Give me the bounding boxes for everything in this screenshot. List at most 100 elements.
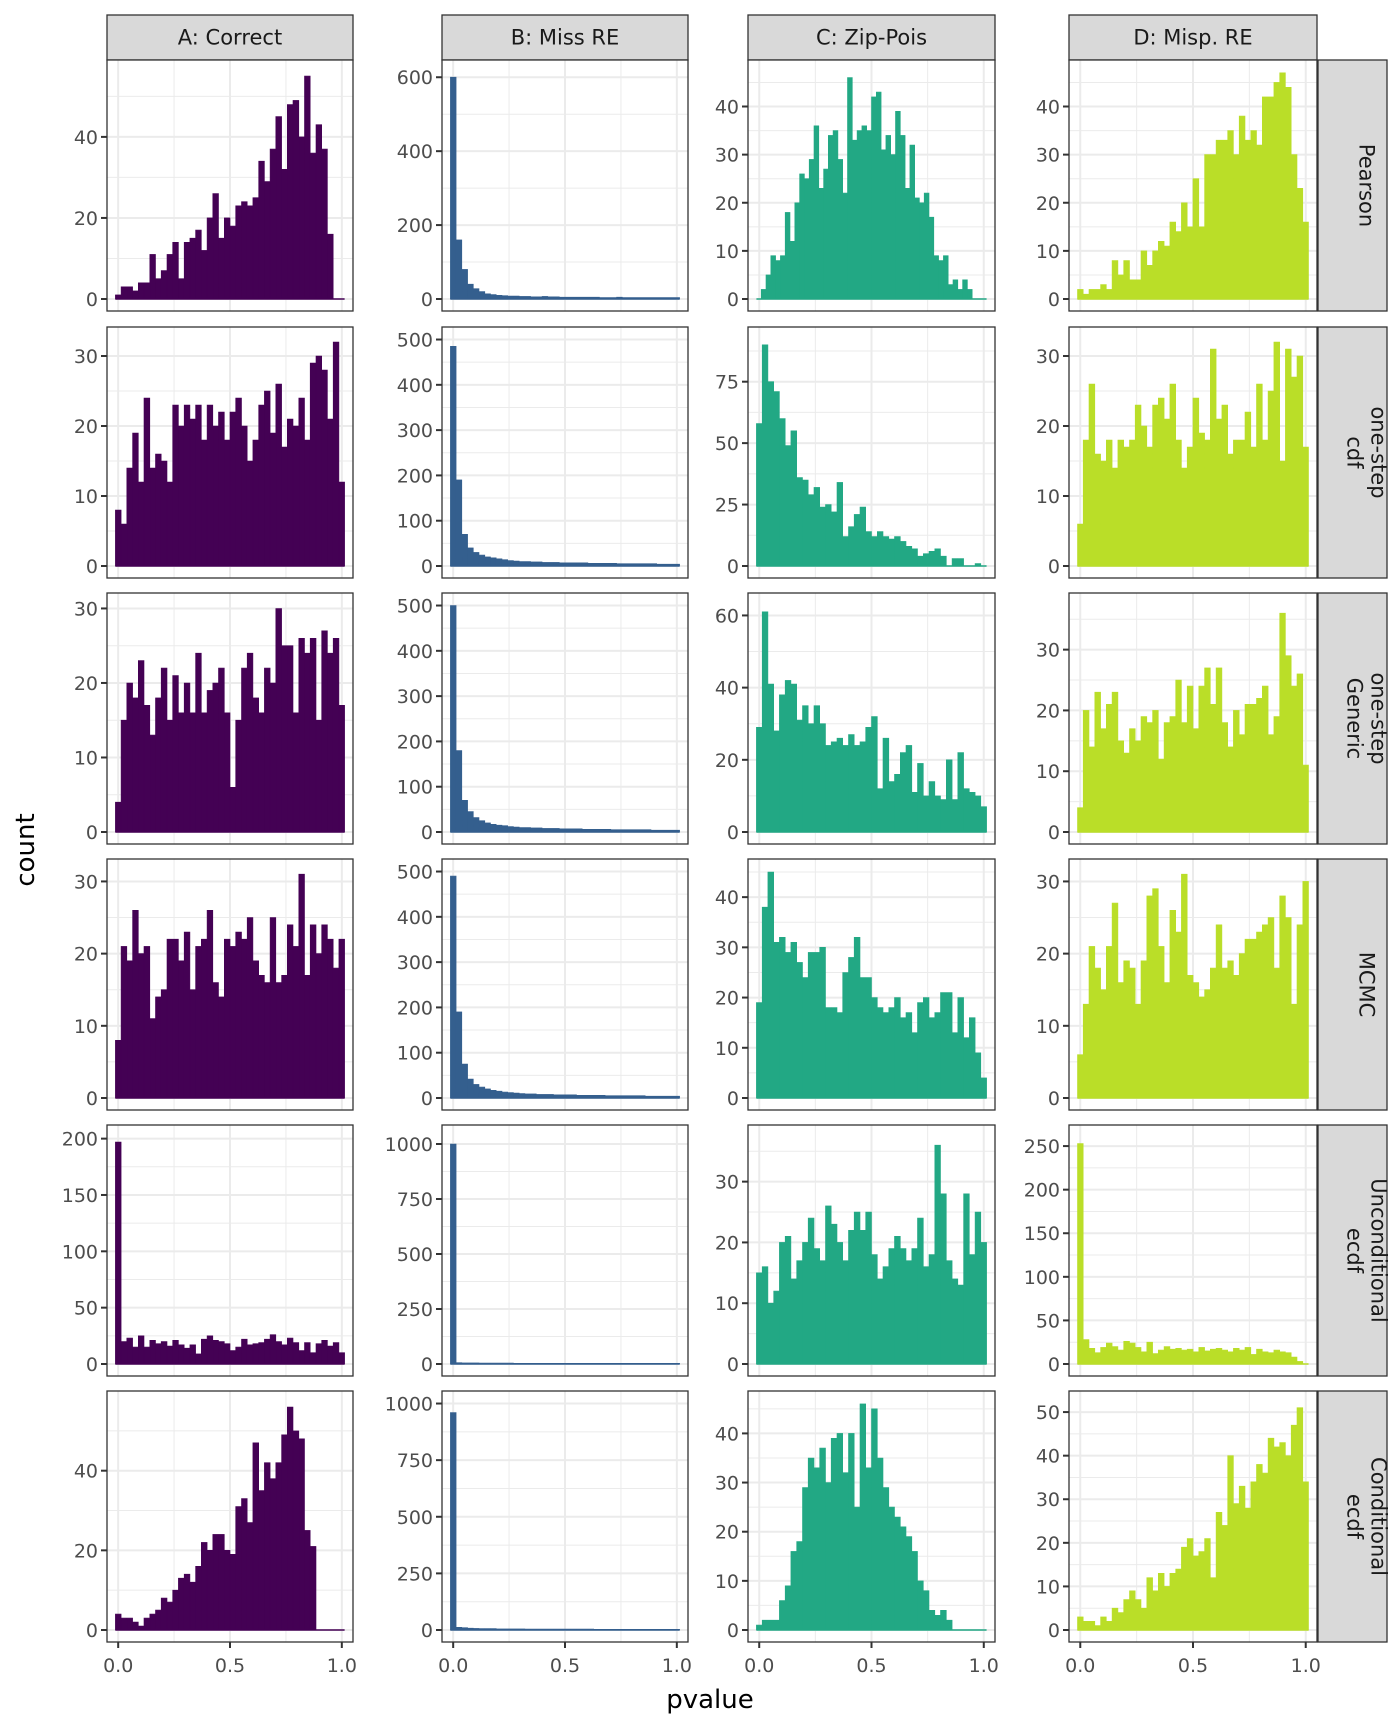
x-axes: 0.0 0.5 1.0 0.0 0.5 1.0 0.0 0.5 1.0 0.0 0.5 1.0 bbox=[103, 1642, 1321, 1677]
row-strip-label: one-step bbox=[1367, 672, 1391, 764]
histogram-bars bbox=[1077, 341, 1309, 567]
y-tick-label: 25 bbox=[715, 495, 739, 517]
y-tick-label: 200 bbox=[397, 997, 433, 1019]
y-tick-label: 40 bbox=[74, 1461, 98, 1483]
histogram-panel: 0 10 20 30 40 50 bbox=[1036, 1390, 1318, 1643]
y-tick-label: 20 bbox=[1036, 416, 1060, 438]
histogram-panel: 0 100 200 300 400 500 bbox=[397, 326, 689, 579]
histogram-bars bbox=[1077, 1143, 1304, 1365]
y-tick-label: 40 bbox=[715, 887, 739, 909]
histogram-panel: 0 25 50 75 bbox=[715, 326, 996, 579]
histogram-bars bbox=[756, 1144, 987, 1365]
histogram-panel: 0 100 200 300 400 500 bbox=[397, 858, 689, 1111]
histogram-panel: 0 250 500 750 1000 bbox=[385, 1390, 689, 1643]
y-tick-label: 300 bbox=[397, 952, 433, 974]
y-tick-label: 20 bbox=[74, 944, 98, 966]
x-axis: 0.0 0.5 1.0 bbox=[438, 1642, 692, 1677]
row-strip-label: Unconditional bbox=[1367, 1178, 1391, 1322]
y-tick-label: 40 bbox=[1036, 97, 1060, 119]
histogram-bars bbox=[1077, 1407, 1309, 1631]
y-tick-label: 400 bbox=[397, 641, 433, 663]
y-tick-label: 100 bbox=[397, 1043, 433, 1065]
y-tick-label: 40 bbox=[715, 678, 739, 700]
y-tick-label: 400 bbox=[397, 141, 433, 163]
y-tick-label: 0 bbox=[1048, 1620, 1060, 1642]
x-tick-label: 0.0 bbox=[744, 1655, 774, 1677]
x-tick-label: 0.0 bbox=[103, 1655, 133, 1677]
y-tick-label: 10 bbox=[1036, 241, 1060, 263]
histogram-panel: 0 10 20 30 40 bbox=[715, 1390, 996, 1643]
y-tick-label: 250 bbox=[397, 1299, 433, 1321]
y-tick-label: 400 bbox=[397, 375, 433, 397]
x-axis-title: pvalue bbox=[666, 1685, 754, 1715]
y-tick-label: 1000 bbox=[385, 1394, 433, 1416]
row-strip-label: ecdf bbox=[1343, 1228, 1367, 1274]
histogram-panel: 0 50 100 150 200 250 bbox=[1024, 1124, 1318, 1377]
histogram-bars bbox=[756, 344, 982, 567]
y-tick-label: 500 bbox=[397, 1244, 433, 1266]
y-tick-label: 20 bbox=[715, 988, 739, 1010]
column-strip-label: A: Correct bbox=[178, 26, 282, 50]
y-tick-label: 0 bbox=[421, 1088, 433, 1110]
y-tick-label: 200 bbox=[62, 1129, 98, 1151]
y-tick-label: 30 bbox=[1036, 145, 1060, 167]
y-tick-label: 10 bbox=[1036, 761, 1060, 783]
histogram-panel: 0 10 20 30 40 bbox=[715, 858, 996, 1111]
y-tick-label: 0 bbox=[86, 1354, 98, 1376]
y-tick-label: 10 bbox=[715, 1293, 739, 1315]
y-tick-label: 20 bbox=[1036, 944, 1060, 966]
y-tick-label: 600 bbox=[397, 67, 433, 89]
y-tick-label: 0 bbox=[421, 556, 433, 578]
y-tick-label: 10 bbox=[715, 1038, 739, 1060]
column-strip-label: C: Zip-Pois bbox=[816, 26, 927, 50]
y-tick-label: 0 bbox=[1048, 1354, 1060, 1376]
histogram-bars bbox=[760, 77, 973, 300]
y-tick-label: 400 bbox=[397, 907, 433, 929]
x-tick-label: 0.0 bbox=[438, 1655, 468, 1677]
histogram-bars bbox=[115, 341, 345, 567]
histogram-bars bbox=[756, 611, 987, 833]
y-tick-label: 30 bbox=[74, 598, 98, 620]
y-tick-label: 1000 bbox=[385, 1134, 433, 1156]
x-tick-label: 0.5 bbox=[1178, 1655, 1208, 1677]
histogram-bars bbox=[115, 1141, 345, 1365]
y-tick-label: 10 bbox=[715, 241, 739, 263]
column-strips: A: Correct B: Miss RE C: Zip-Pois D: Misp. … bbox=[106, 14, 1318, 61]
histogram-bars bbox=[450, 76, 680, 300]
y-tick-label: 10 bbox=[715, 1571, 739, 1593]
y-tick-label: 500 bbox=[397, 596, 433, 618]
y-tick-label: 20 bbox=[74, 208, 98, 230]
y-tick-label: 10 bbox=[1036, 1576, 1060, 1598]
y-tick-label: 150 bbox=[62, 1185, 98, 1207]
y-tick-label: 10 bbox=[74, 1016, 98, 1038]
histogram-bars bbox=[115, 75, 334, 300]
histogram-bars bbox=[1077, 873, 1309, 1099]
y-tick-label: 200 bbox=[397, 465, 433, 487]
histogram-panel: 0 10 20 30 bbox=[1036, 858, 1318, 1111]
y-tick-label: 300 bbox=[397, 686, 433, 708]
column-strip: C: Zip-Pois bbox=[747, 14, 996, 61]
y-tick-label: 30 bbox=[1036, 346, 1060, 368]
y-tick-label: 0 bbox=[421, 822, 433, 844]
y-tick-label: 100 bbox=[1024, 1267, 1060, 1289]
histogram-panel: 0 10 20 30 40 bbox=[715, 59, 996, 312]
y-tick-label: 100 bbox=[62, 1241, 98, 1263]
row-strip-label: cdf bbox=[1343, 436, 1367, 469]
y-tick-label: 20 bbox=[1036, 700, 1060, 722]
y-tick-label: 0 bbox=[86, 289, 98, 311]
y-tick-label: 0 bbox=[86, 822, 98, 844]
y-tick-label: 20 bbox=[1036, 193, 1060, 215]
histogram-bars bbox=[450, 875, 680, 1099]
y-tick-label: 30 bbox=[715, 145, 739, 167]
y-tick-label: 200 bbox=[397, 731, 433, 753]
x-tick-label: 0.5 bbox=[856, 1655, 886, 1677]
y-tick-label: 20 bbox=[715, 1232, 739, 1254]
y-tick-label: 40 bbox=[74, 127, 98, 149]
row-strip: MCMC bbox=[1317, 858, 1388, 1111]
y-tick-label: 50 bbox=[1036, 1310, 1060, 1332]
y-tick-label: 750 bbox=[397, 1450, 433, 1472]
y-tick-label: 30 bbox=[74, 346, 98, 368]
